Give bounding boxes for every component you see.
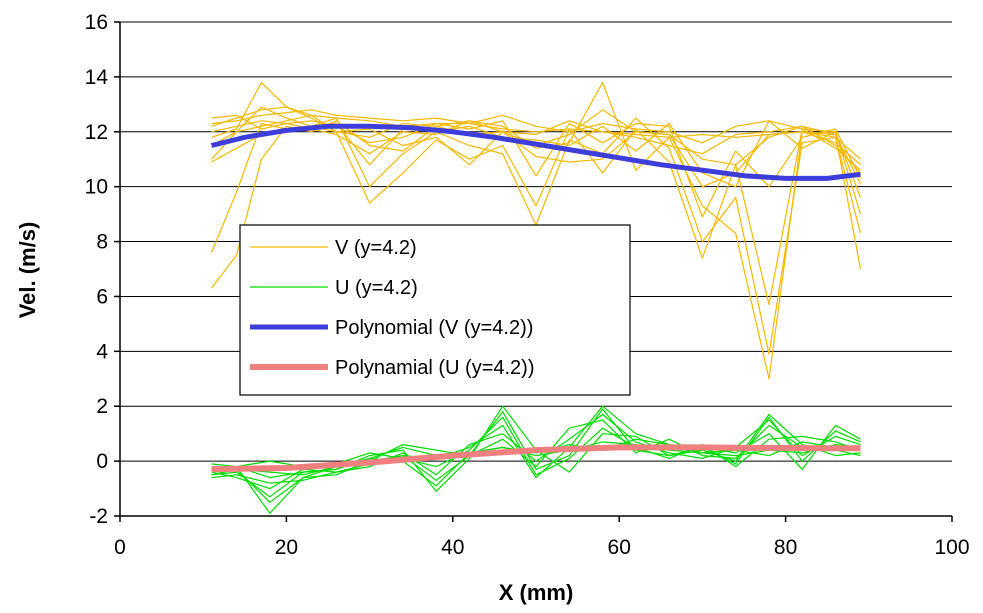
y-tick-label: 0 xyxy=(96,450,108,473)
y-tick-label: 4 xyxy=(96,340,108,363)
legend-label: U (y=4.2) xyxy=(335,277,418,299)
axes xyxy=(114,21,953,522)
polynomial-u-line xyxy=(211,444,861,473)
legend-label: Polynomial (V (y=4.2)) xyxy=(335,317,533,339)
y-tick-label: 16 xyxy=(85,11,108,34)
x-axis-title: X (mm) xyxy=(499,580,574,605)
u-trace-line xyxy=(211,405,861,484)
u-trace-line xyxy=(211,413,861,490)
y-axis-title: Vel. (m/s) xyxy=(15,222,40,319)
x-tick-label: 40 xyxy=(441,536,464,559)
y-tick-label: 10 xyxy=(85,176,108,199)
polynomial-v-line xyxy=(210,123,861,181)
y-tick-label: -2 xyxy=(89,505,108,528)
series-layer xyxy=(210,81,862,514)
v-trace-line xyxy=(211,109,861,171)
v-trace-line xyxy=(211,106,862,185)
legend: V (y=4.2) U (y=4.2) Polynomial (V (y=4.2))… xyxy=(239,224,631,396)
y-tick-label: 12 xyxy=(85,121,108,144)
x-tick-label: 0 xyxy=(114,536,126,559)
x-tick-label: 100 xyxy=(934,536,969,559)
tick-labels: -2 0 2 4 6 8 10 12 14 16 0 20 40 60 80 100 xyxy=(85,11,970,559)
u-trace-line xyxy=(211,419,861,476)
y-tick-label: 2 xyxy=(96,395,108,418)
y-tick-label: 8 xyxy=(96,231,108,254)
x-tick-label: 80 xyxy=(774,536,797,559)
y-tick-label: 14 xyxy=(85,66,109,89)
y-tick-label: 6 xyxy=(96,285,108,308)
u-trace-line xyxy=(211,441,861,514)
u-trace-line xyxy=(211,408,861,503)
legend-label: Polynamial (U (y=4.2)) xyxy=(335,357,535,379)
v-trace-line xyxy=(211,81,862,380)
legend-label: V (y=4.2) xyxy=(335,237,417,259)
x-tick-label: 60 xyxy=(608,536,631,559)
v-trace-line xyxy=(211,114,862,306)
x-tick-label: 20 xyxy=(275,536,298,559)
